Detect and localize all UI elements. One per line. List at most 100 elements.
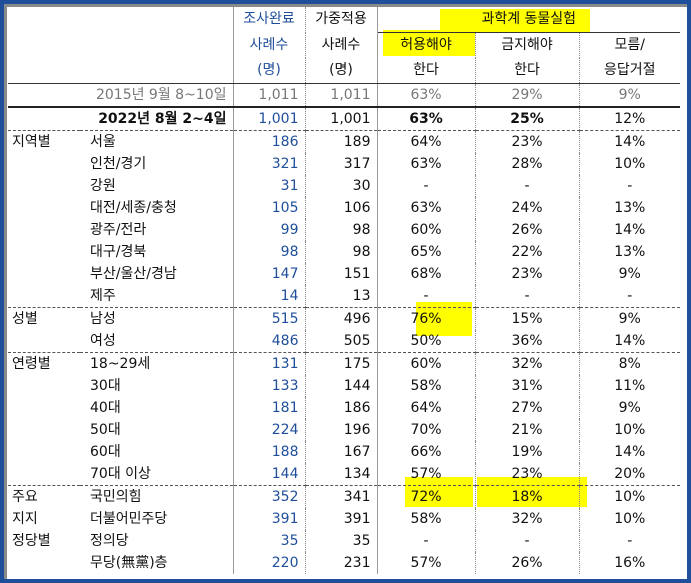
row-unknown-pct: - bbox=[627, 533, 633, 549]
row-allow-pct: 66% bbox=[377, 441, 476, 463]
row-ban-pct: - bbox=[475, 530, 580, 552]
row-allow-pct: 63% bbox=[377, 106, 476, 131]
row-ban-pct: 36% bbox=[475, 330, 580, 353]
row-group-label bbox=[8, 106, 80, 131]
row-allow-pct: - bbox=[377, 530, 476, 552]
row-group-label: 주요 bbox=[8, 485, 80, 508]
row-sample-count: 99 bbox=[233, 219, 306, 241]
row-ban-pct: 21% bbox=[475, 419, 580, 441]
row-sub-label: 40대 bbox=[80, 397, 234, 419]
row-allow-pct: 57% bbox=[377, 552, 476, 574]
row-group-label bbox=[8, 84, 80, 108]
row-allow-pct: 70% bbox=[377, 419, 476, 441]
row-unknown-pct: 20% bbox=[614, 466, 646, 482]
row-weighted-count: 98 bbox=[305, 219, 378, 241]
row-ban-pct: 29% bbox=[475, 83, 580, 107]
row-sample-count: 1,011 bbox=[233, 83, 306, 107]
row-sub-label: 18~29세 bbox=[80, 352, 234, 375]
table-row: 2015년 9월 8~10일 1,011 1,011 63% 29% 9% bbox=[8, 83, 680, 108]
row-ban-pct: 15% bbox=[475, 307, 580, 330]
table-row: 강원 31 30- - - bbox=[8, 175, 680, 197]
row-allow-pct: 60% bbox=[377, 219, 476, 241]
row-allow-pct: 63% bbox=[377, 197, 476, 219]
row-allow-pct: 65% bbox=[377, 241, 476, 263]
row-weighted-count: 391 bbox=[305, 508, 378, 530]
row-weighted-count: 196 bbox=[305, 419, 378, 441]
row-ban-pct: 25% bbox=[475, 106, 580, 131]
row-weighted-count: 505 bbox=[305, 330, 378, 353]
header-n-bot: (명) bbox=[233, 58, 306, 84]
row-sample-count: 14 bbox=[233, 285, 306, 308]
row-weighted-count: 98 bbox=[305, 241, 378, 263]
row-sub-label: 무당(無黨)층 bbox=[80, 552, 234, 574]
header-row-mid: 사례수 사례수 허용해야 금지해야 모름/ bbox=[8, 32, 680, 58]
row-weighted-count: 13 bbox=[305, 285, 378, 308]
row-group-label bbox=[8, 197, 80, 219]
row-unknown-pct: 14% bbox=[579, 130, 681, 153]
row-sample-count: 188 bbox=[233, 441, 306, 463]
header-w-top: 가중적용 bbox=[305, 7, 378, 33]
row-unknown-pct: - bbox=[627, 178, 633, 194]
row-sub-label: 60대 bbox=[80, 441, 234, 463]
row-sub-label: 인천/경기 bbox=[80, 153, 234, 175]
row-weighted-count: 189 bbox=[305, 130, 378, 153]
row-sub-label: 남성 bbox=[80, 307, 234, 330]
table-row: 60대 188 167 66% 19% 14% bbox=[8, 441, 680, 463]
row-sub-label: 2022년 8월 2~4일 bbox=[80, 106, 234, 131]
row-weighted-count: 30 bbox=[305, 175, 378, 197]
row-sample-count: 35 bbox=[233, 530, 306, 552]
row-unknown-pct: 16% bbox=[614, 555, 646, 571]
row-sample-count: 486 bbox=[233, 330, 306, 353]
header-n-mid: 사례수 bbox=[233, 32, 306, 58]
row-allow-pct: 57% bbox=[377, 463, 476, 486]
row-sample-count: 1,001 bbox=[233, 106, 306, 131]
row-sub-label: 강원 bbox=[80, 175, 234, 197]
row-ban-pct: 26% bbox=[475, 552, 580, 574]
row-weighted-count: 35 bbox=[305, 530, 378, 552]
row-sample-count: 131 bbox=[233, 352, 306, 375]
row-weighted-count: 144 bbox=[305, 375, 378, 397]
row-sub-label: 제주 bbox=[80, 285, 234, 308]
row-group-label: 정당별 bbox=[12, 533, 51, 549]
row-unknown-pct: 8% bbox=[579, 352, 681, 375]
row-allow-pct: 60% bbox=[377, 352, 476, 375]
table-row: 무당(無黨)층 220 231 57% 26% 16% bbox=[8, 552, 680, 574]
header-w-mid: 사례수 bbox=[305, 32, 378, 58]
row-sub-label: 여성 bbox=[80, 330, 234, 353]
row-allow-pct: 63% bbox=[377, 153, 476, 175]
row-ban-pct: 27% bbox=[475, 397, 580, 419]
header-unknown-mid: 모름/ bbox=[614, 37, 645, 53]
header-group-title: 과학계 동물실험 bbox=[481, 11, 577, 27]
header-n-top: 조사완료 bbox=[233, 7, 306, 33]
table-row: 부산/울산/경남 147 151 68% 23% 9% bbox=[8, 263, 680, 285]
row-weighted-count: 341 bbox=[305, 485, 378, 508]
row-unknown-pct: 10% bbox=[614, 156, 646, 172]
survey-table: 조사완료 가중적용 과학계 동물실험 사례수 사례수 허용해야 금지해야 모름/… bbox=[8, 7, 681, 574]
row-ban-pct: 31% bbox=[475, 375, 580, 397]
row-ban-pct: 23% bbox=[475, 263, 580, 285]
table-row: 연령별 18~29세 131 175 60% 32% 8% bbox=[8, 352, 681, 375]
table-row: 광주/전라 99 98 60% 26% 14% bbox=[8, 219, 680, 241]
row-sub-label: 대전/세종/충청 bbox=[80, 197, 234, 219]
row-weighted-count: 1,011 bbox=[305, 83, 378, 107]
row-unknown-pct: 9% bbox=[618, 266, 641, 282]
row-unknown-pct: 9% bbox=[618, 400, 641, 416]
row-sample-count: 144 bbox=[233, 463, 306, 486]
row-unknown-pct: 14% bbox=[614, 222, 646, 238]
table-row: 지지 더불어민주당 391 391 58% 32% 10% bbox=[8, 508, 680, 530]
row-sub-label: 50대 bbox=[80, 419, 234, 441]
row-sample-count: 515 bbox=[233, 307, 306, 330]
row-weighted-count: 134 bbox=[305, 463, 378, 486]
row-allow-pct: - bbox=[377, 285, 476, 308]
row-weighted-count: 175 bbox=[305, 352, 378, 375]
table-row: 지역별 서울 186 189 64% 23% 14% bbox=[8, 130, 681, 153]
row-ban-pct: 23% bbox=[475, 130, 580, 153]
row-group-label bbox=[8, 153, 80, 175]
row-unknown-pct: 10% bbox=[614, 511, 646, 527]
row-allow-pct: 63% bbox=[377, 83, 476, 107]
row-unknown-pct: 11% bbox=[614, 378, 646, 394]
row-group-label bbox=[8, 175, 80, 197]
table-row: 제주 14 13- - - bbox=[8, 285, 680, 308]
header-allow-bot: 한다 bbox=[377, 58, 476, 84]
row-allow-pct: 58% bbox=[377, 508, 476, 530]
